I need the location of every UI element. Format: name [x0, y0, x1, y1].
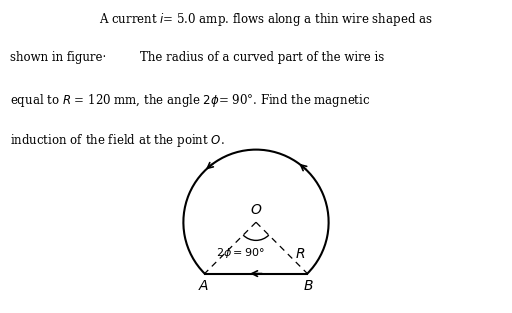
Text: $A$: $A$: [198, 279, 209, 293]
Text: $O$: $O$: [250, 203, 262, 217]
Text: $B$: $B$: [304, 279, 314, 293]
Text: $R$: $R$: [295, 247, 306, 261]
Text: A current $i$= 5.0 amp. flows along a thin wire shaped as: A current $i$= 5.0 amp. flows along a th…: [99, 11, 433, 28]
Text: induction of the field at the point $O$.: induction of the field at the point $O$.: [10, 132, 225, 149]
Text: equal to $R$ = 120 mm, the angle $2\phi$= 90°. Find the magnetic: equal to $R$ = 120 mm, the angle $2\phi$…: [10, 91, 371, 109]
Text: shown in figure·         The radius of a curved part of the wire is: shown in figure· The radius of a curved …: [10, 51, 385, 64]
Text: $2\phi = 90°$: $2\phi = 90°$: [216, 246, 265, 260]
